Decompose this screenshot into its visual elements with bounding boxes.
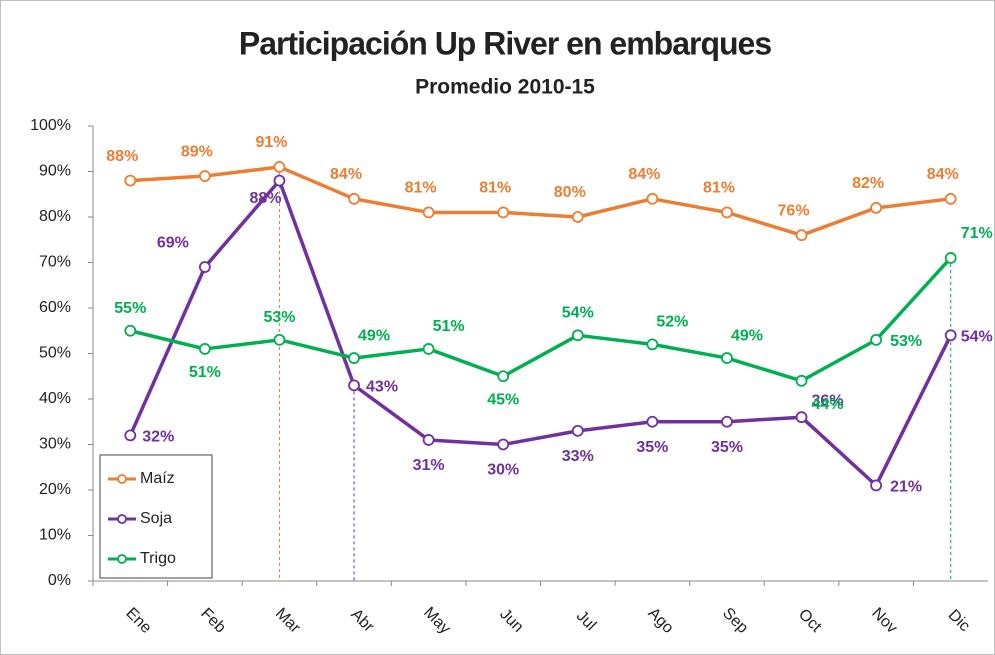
point	[571, 329, 584, 342]
y-tick-label: 50%	[39, 345, 71, 362]
data-label: 35%	[636, 439, 668, 456]
point	[497, 370, 510, 383]
legend-marker	[117, 554, 127, 564]
data-label: 69%	[157, 234, 189, 251]
legend-label: Soja	[140, 510, 172, 527]
point	[124, 324, 137, 337]
data-label: 88%	[249, 190, 281, 207]
chart-title: Participación Up River en embarques	[239, 25, 772, 61]
data-label: 91%	[255, 134, 287, 151]
data-label: 54%	[562, 305, 594, 322]
data-label: 71%	[961, 225, 993, 242]
point	[795, 374, 808, 387]
data-label: 33%	[562, 448, 594, 465]
y-tick-label: 0%	[48, 572, 71, 589]
y-tick-label: 60%	[39, 299, 71, 316]
series-line	[130, 165, 951, 237]
data-label: 81%	[703, 180, 735, 197]
data-label: 32%	[142, 429, 174, 446]
point	[124, 174, 137, 187]
data-label: 84%	[330, 166, 362, 183]
series-line	[129, 256, 953, 383]
data-label: 76%	[778, 202, 810, 219]
point	[795, 229, 808, 242]
data-label: 54%	[961, 329, 993, 346]
point	[646, 415, 659, 428]
point	[646, 338, 659, 351]
y-tick-label: 70%	[39, 254, 71, 271]
point	[944, 192, 957, 205]
point	[870, 333, 883, 346]
point	[944, 252, 957, 264]
chart-subtitle: Promedio 2010-15	[415, 76, 595, 99]
point	[944, 329, 957, 342]
point	[497, 438, 510, 451]
point	[348, 192, 360, 205]
legend-label: Trigo	[140, 550, 176, 567]
data-label: 51%	[189, 364, 221, 381]
data-label: 89%	[181, 143, 213, 160]
point	[422, 206, 435, 219]
data-label: 49%	[731, 327, 763, 344]
point	[721, 352, 733, 364]
data-label: 53%	[263, 309, 295, 326]
data-label: 21%	[890, 479, 922, 496]
data-label: 43%	[366, 379, 398, 396]
legend-marker	[117, 514, 127, 524]
point	[870, 479, 883, 492]
point	[497, 206, 510, 219]
point	[571, 424, 584, 437]
point	[198, 261, 211, 273]
point	[273, 161, 286, 173]
data-label: 52%	[656, 314, 688, 331]
point	[348, 379, 360, 392]
point	[422, 343, 435, 355]
point	[348, 352, 360, 364]
point	[198, 343, 211, 355]
y-tick-label: 30%	[39, 436, 71, 453]
legend: Maíz Soja Trigo	[99, 454, 213, 579]
data-label: 30%	[487, 462, 519, 479]
data-label: 53%	[890, 333, 922, 350]
point	[721, 415, 733, 428]
point	[646, 192, 659, 205]
point	[571, 211, 584, 223]
data-label: 51%	[433, 318, 465, 335]
data-label: 81%	[479, 180, 511, 197]
point	[273, 174, 286, 187]
data-label: 84%	[927, 166, 959, 183]
data-label: 55%	[114, 300, 146, 317]
point	[124, 429, 137, 442]
point	[422, 434, 435, 446]
data-label: 81%	[405, 180, 437, 197]
data-label: 88%	[106, 148, 138, 165]
data-label: 49%	[358, 327, 390, 344]
y-tick-label: 10%	[39, 527, 71, 544]
series-line	[128, 178, 953, 488]
legend-marker	[117, 474, 127, 484]
point	[795, 411, 808, 424]
y-tick-label: 20%	[39, 481, 71, 498]
data-label: 45%	[487, 391, 519, 408]
y-tick-label: 90%	[39, 163, 71, 180]
data-label: 36%	[812, 392, 844, 409]
y-tick-label: 40%	[39, 390, 71, 407]
legend-label: Maíz	[140, 470, 175, 487]
data-label: 84%	[628, 166, 660, 183]
point	[870, 201, 883, 214]
y-tick-label: 80%	[39, 208, 71, 225]
data-label: 44%	[812, 396, 844, 413]
point	[721, 206, 733, 219]
data-label: 31%	[413, 457, 445, 474]
y-tick-label: 100%	[30, 117, 71, 134]
data-label: 80%	[554, 184, 586, 201]
data-label: 82%	[852, 175, 884, 192]
point	[198, 170, 211, 182]
data-label: 35%	[711, 439, 743, 456]
point	[273, 333, 286, 346]
